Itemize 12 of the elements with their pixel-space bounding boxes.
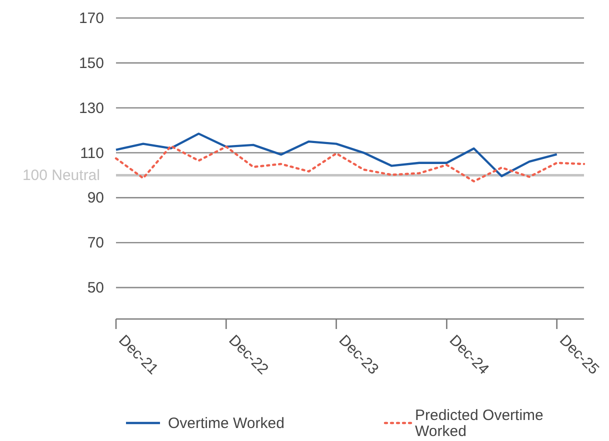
y-tick-label: 150 [78,54,104,72]
y-tick-label: 70 [87,234,104,252]
line-series [114,144,586,182]
y-tick-label: 90 [87,190,104,207]
y-tick-label: 50 [87,280,104,297]
y-tick-label: 110 [80,144,104,162]
legend-label: Predicted Overtime Worked [415,407,544,440]
legend-label: Overtime Worked [168,415,284,432]
line-series [114,132,558,178]
y-tick-label: 130 [78,100,104,117]
ref-line-label: 100 Neutral [22,167,100,184]
y-tick-label: 170 [78,10,104,27]
